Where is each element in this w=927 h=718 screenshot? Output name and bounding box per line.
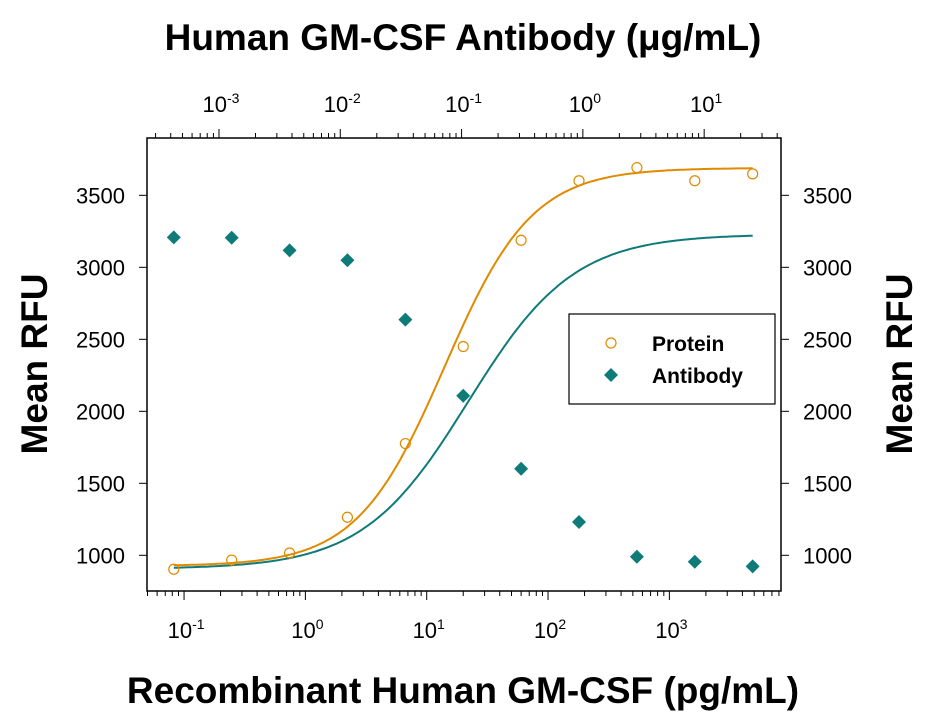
data-point-protein [747,168,759,180]
legend-marker-antibody [604,368,618,382]
data-point-antibody [282,243,297,258]
legend-label-antibody: Antibody [652,365,743,388]
top-tick-label: 101 [690,90,722,117]
x-tick-label: 100 [291,616,323,643]
data-point-protein [573,175,585,187]
data-point-antibody [456,388,471,403]
data-point-protein [689,175,701,187]
data-point-protein [341,511,354,523]
data-point-antibody [514,461,529,476]
fit-curve-protein [173,167,753,567]
top-tick-label: 10-3 [203,90,240,117]
data-point-protein [226,554,238,566]
x-tick-label: 101 [413,616,445,643]
y-tick-label-right: 2500 [803,327,852,352]
data-point-antibody [745,559,760,574]
top-tick-label: 10-1 [445,90,482,117]
y-tick-label-left: 3500 [76,183,125,208]
data-point-protein [515,234,527,246]
data-point-antibody [166,230,181,245]
fit-curve-antibody [173,234,753,569]
y-tick-label-right: 3500 [803,183,852,208]
y-axis-title-right: Mean RFU [879,274,920,455]
y-tick-label-right: 1000 [803,543,852,568]
data-point-protein [631,162,643,174]
top-axis-title: Human GM-CSF Antibody (μg/mL) [165,17,762,58]
data-point-antibody [398,312,413,327]
data-point-protein [457,340,469,353]
legend: Protein Antibody [568,313,776,405]
y-tick-label-right: 1500 [803,471,852,496]
top-tick-label: 100 [569,90,601,117]
y-tick-label-left: 3000 [76,255,125,280]
top-tick-label: 10-2 [324,90,361,117]
x-tick-label: 10-1 [168,616,205,643]
data-point-antibody [629,549,644,564]
y-tick-label-left: 1000 [76,543,125,568]
plot-frame [146,137,782,592]
y-axis-title-left: Mean RFU [14,274,55,455]
x-tick-label: 102 [534,616,566,643]
legend-box [568,313,776,405]
data-point-antibody [340,253,355,268]
data-point-antibody [224,230,239,245]
y-tick-label-right: 3000 [803,255,852,280]
y-tick-label-left: 2000 [76,399,125,424]
x-tick-label: 103 [655,616,687,643]
y-tick-label-left: 1500 [76,471,125,496]
data-point-protein [399,437,411,450]
data-point-protein [283,547,296,559]
legend-marker-protein [605,337,617,349]
y-tick-label-right: 2000 [803,399,852,424]
data-point-antibody [572,515,587,530]
data-point-antibody [687,554,702,569]
x-axis-title: Recombinant Human GM-CSF (pg/mL) [127,670,799,711]
data-point-protein [168,563,180,575]
legend-label-protein: Protein [652,333,724,356]
y-tick-label-left: 2500 [76,327,125,352]
